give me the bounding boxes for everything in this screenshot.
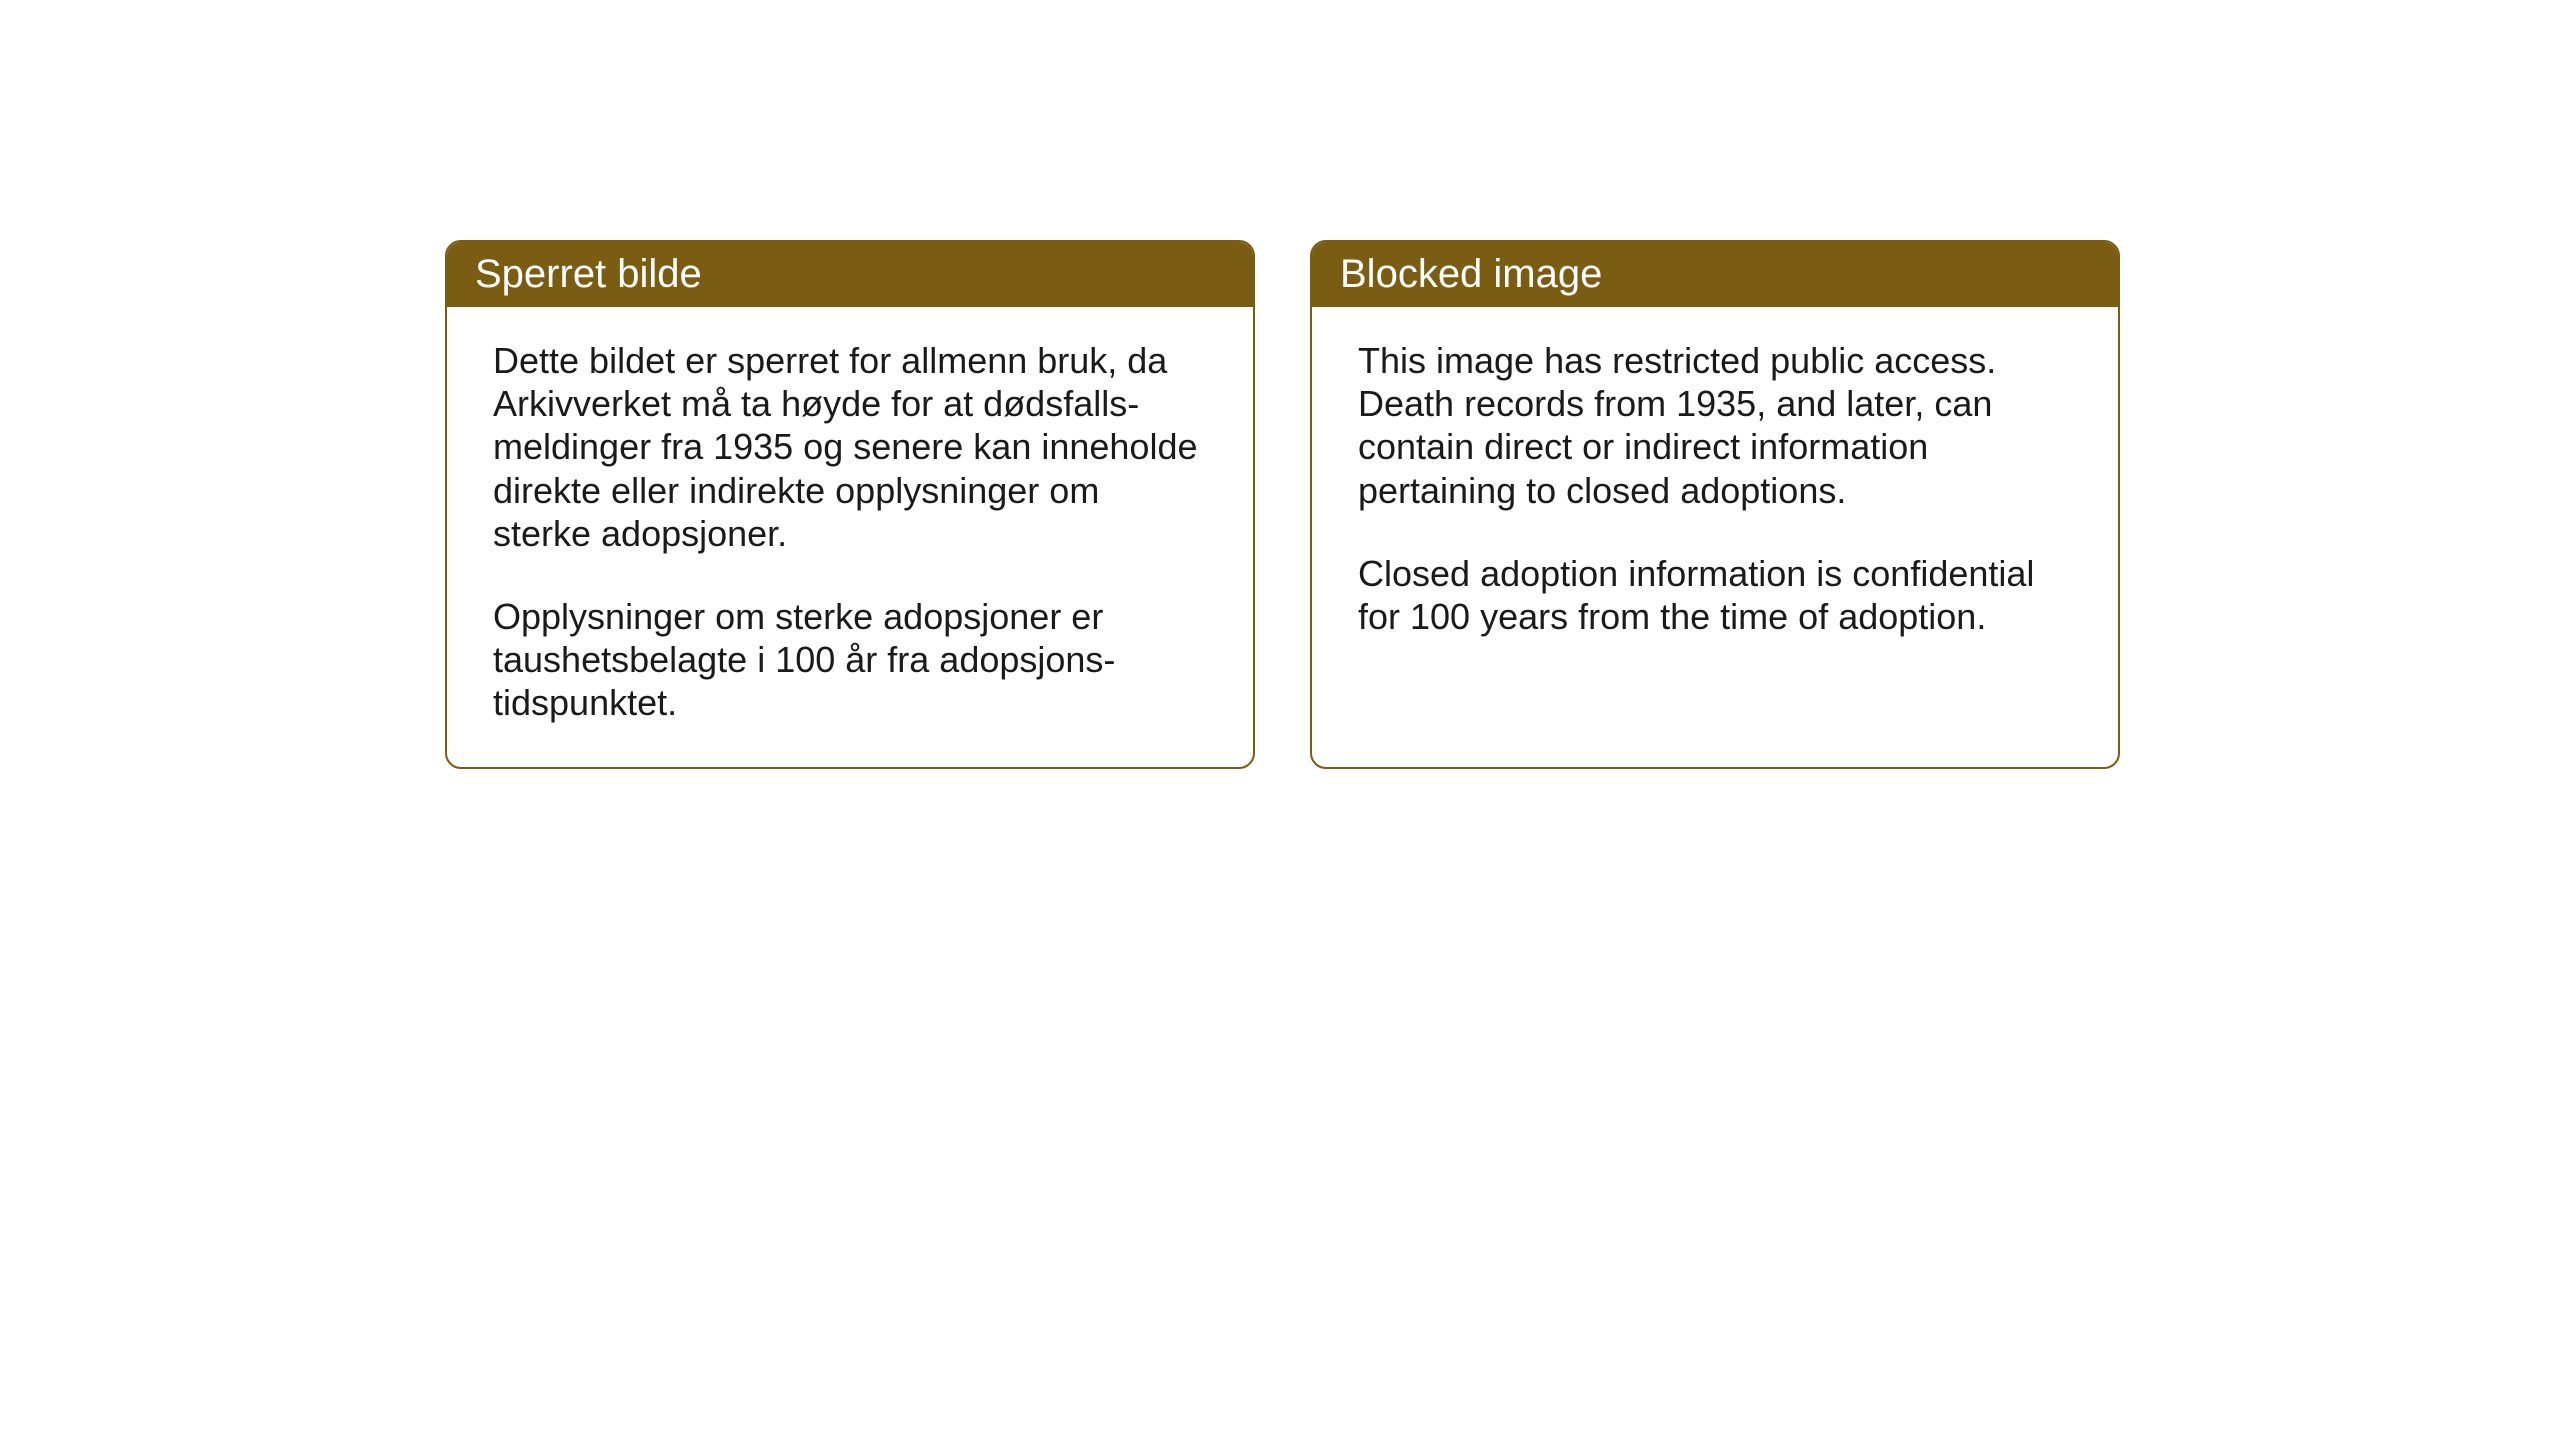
card-title-norwegian: Sperret bilde xyxy=(475,252,702,296)
notice-card-norwegian: Sperret bilde Dette bildet er sperret fo… xyxy=(445,240,1255,769)
card-header-english: Blocked image xyxy=(1312,242,2118,307)
notice-cards-container: Sperret bilde Dette bildet er sperret fo… xyxy=(445,240,2120,769)
card-body-english: This image has restricted public access.… xyxy=(1312,307,2118,749)
card-header-norwegian: Sperret bilde xyxy=(447,242,1253,307)
card-paragraph-english-1: This image has restricted public access.… xyxy=(1358,339,2072,512)
notice-card-english: Blocked image This image has restricted … xyxy=(1310,240,2120,769)
card-paragraph-norwegian-2: Opplysninger om sterke adopsjoner er tau… xyxy=(493,595,1207,725)
card-body-norwegian: Dette bildet er sperret for allmenn bruk… xyxy=(447,307,1253,767)
card-title-english: Blocked image xyxy=(1340,252,1602,296)
card-paragraph-english-2: Closed adoption information is confident… xyxy=(1358,552,2072,638)
card-paragraph-norwegian-1: Dette bildet er sperret for allmenn bruk… xyxy=(493,339,1207,555)
